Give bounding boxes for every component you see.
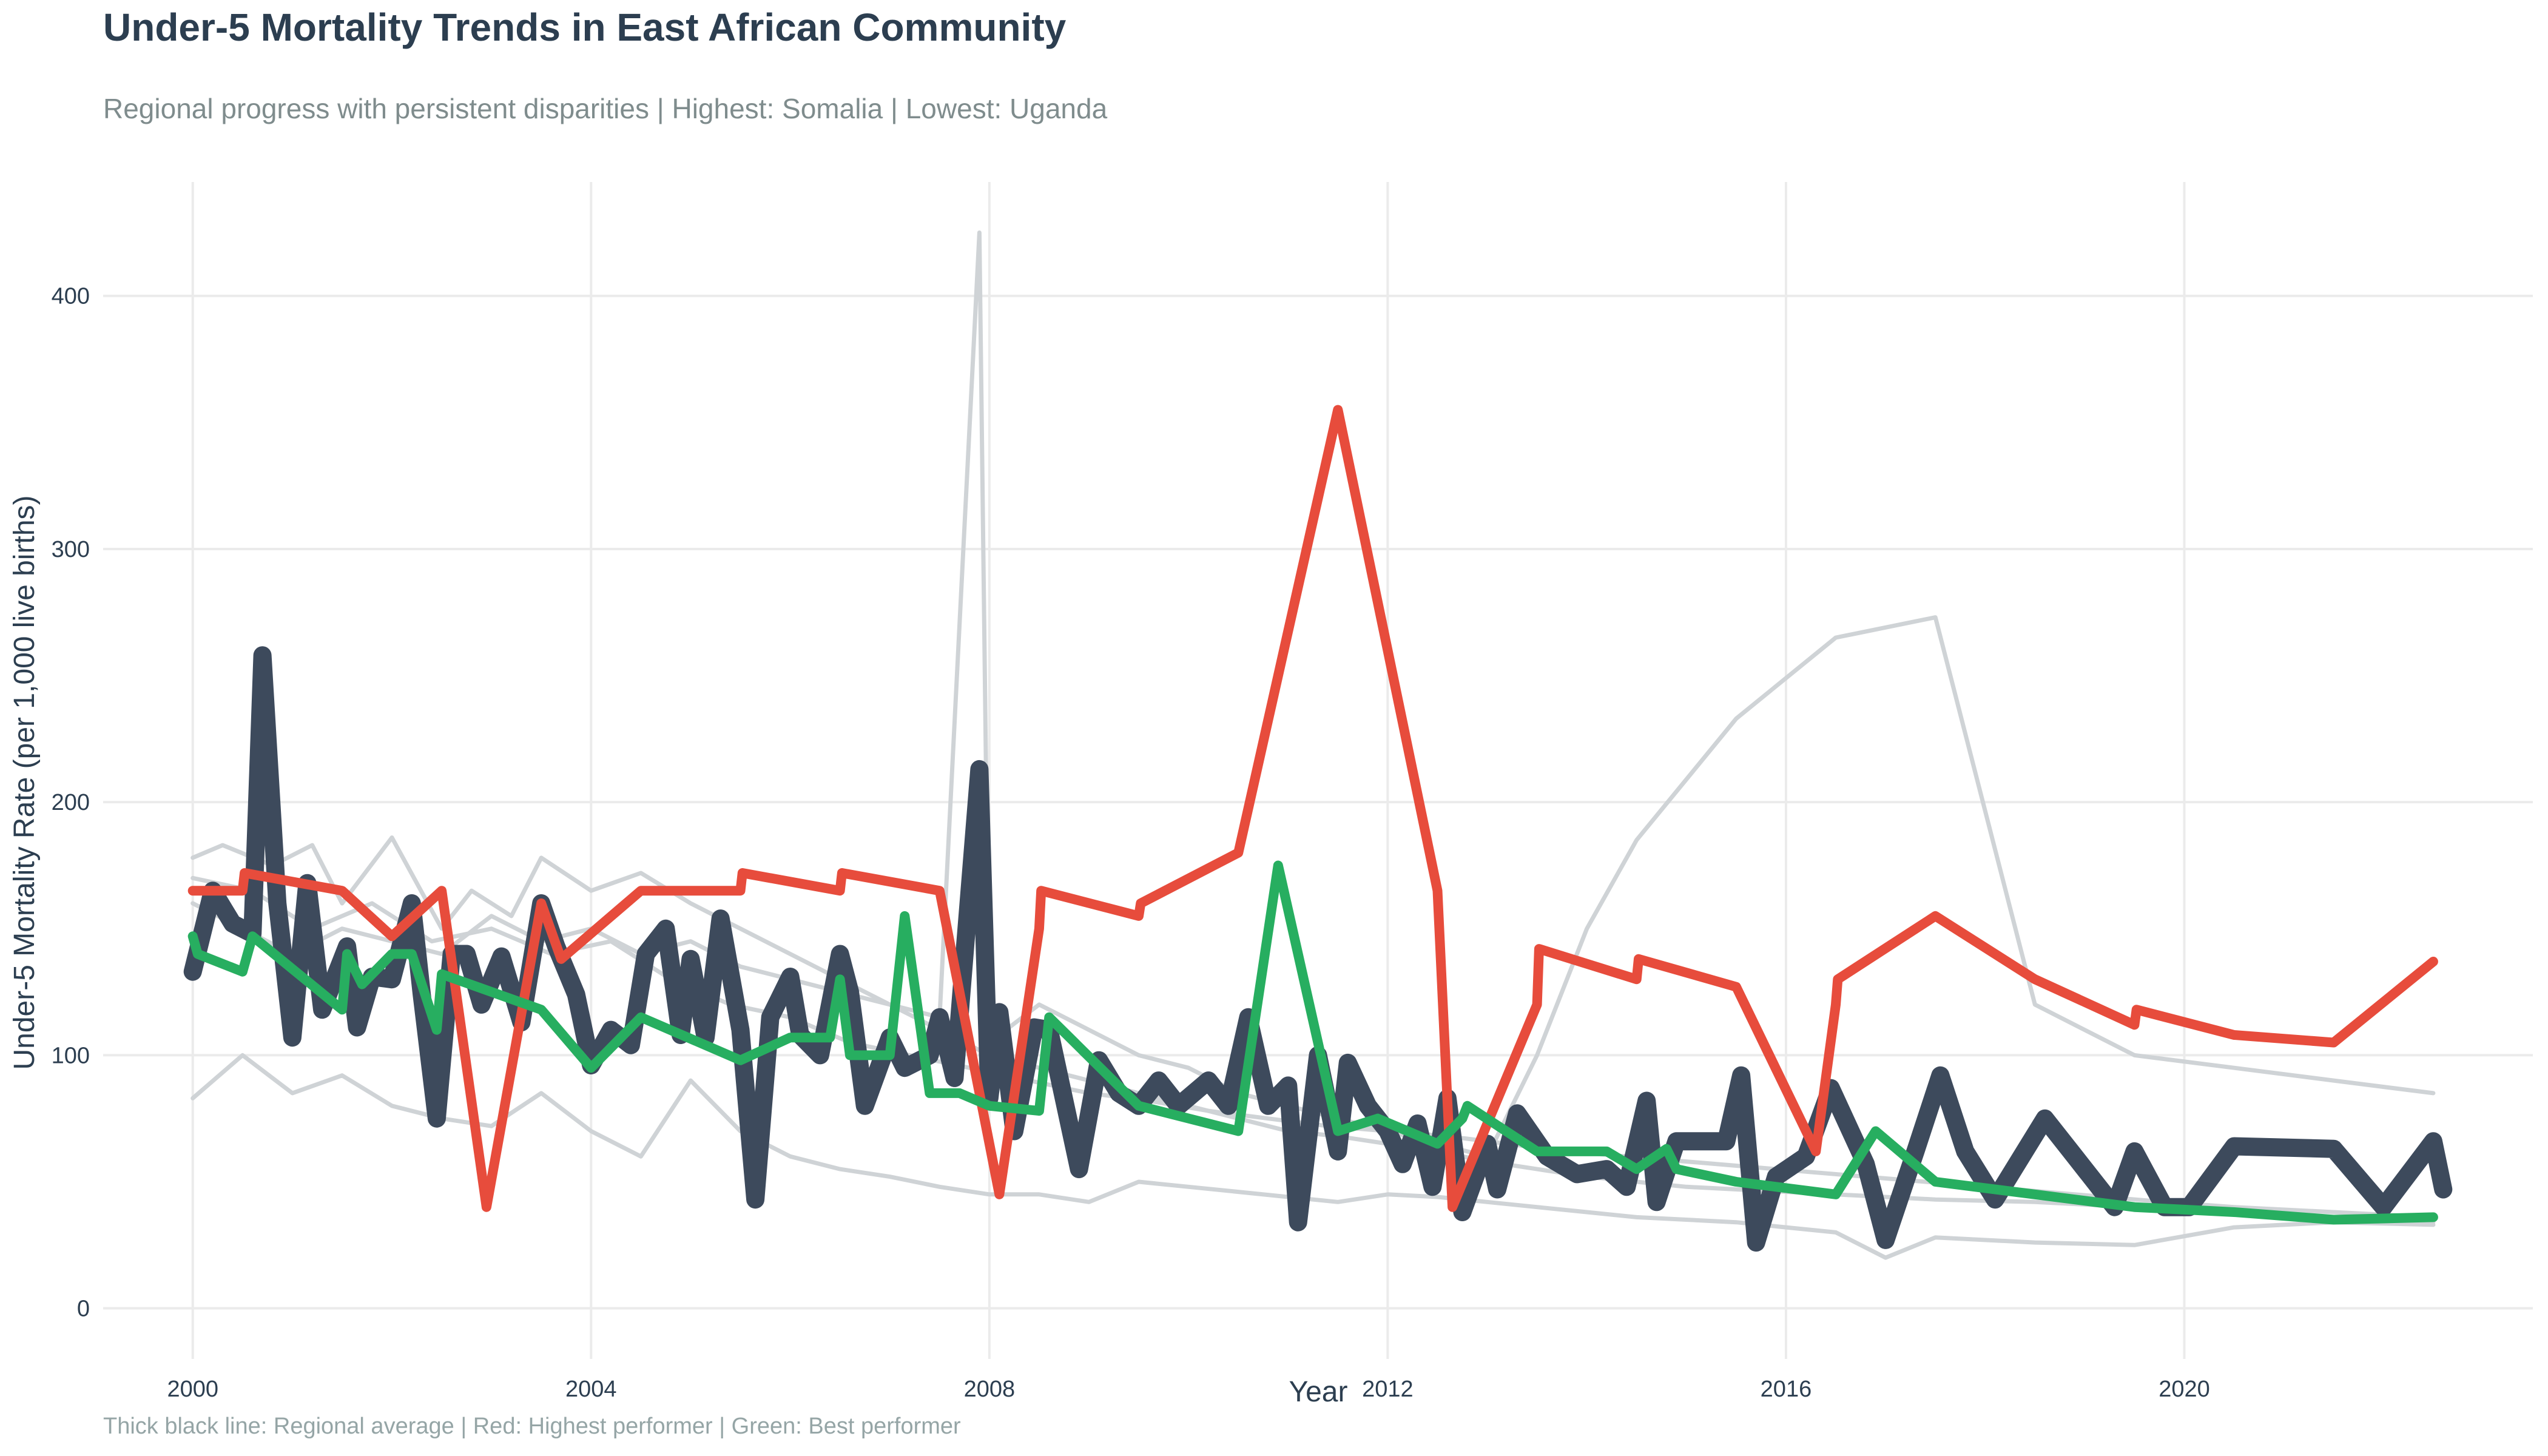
x-tick-label: 2004 [565,1377,617,1402]
chart-caption: Thick black line: Regional average | Red… [103,1414,961,1439]
chart-title: Under-5 Mortality Trends in East African… [103,5,1067,49]
y-axis-title: Under-5 Mortality Rate (per 1,000 live b… [8,495,41,1070]
other-country-line [190,1053,2436,1260]
y-tick-label: 400 [52,284,90,309]
x-axis-title: Year [1289,1376,1348,1408]
y-tick-label: 100 [52,1043,90,1068]
x-tick-label: 2012 [1362,1377,1414,1402]
best-performer-line [187,860,2438,1225]
highest-performer-line [187,405,2438,1212]
highest-performer-series [187,405,2438,1212]
y-tick-label: 0 [77,1296,90,1322]
x-tick-label: 2016 [1761,1377,1812,1402]
x-tick-label: 2000 [167,1377,218,1402]
x-tick-label: 2020 [2159,1377,2210,1402]
other-country-line [190,230,2436,1159]
y-axis-ticks: 0 100 200 300 400 [52,284,90,1322]
x-tick-label: 2008 [964,1377,1016,1402]
y-tick-label: 200 [52,790,90,815]
y-tick-label: 300 [52,537,90,562]
chart-subtitle: Regional progress with persistent dispar… [103,93,1108,124]
x-axis-ticks: 2000 2004 2008 2012 2016 2020 [167,1377,2209,1402]
grid-lines [103,182,2533,1359]
best-performer-series [187,860,2438,1225]
